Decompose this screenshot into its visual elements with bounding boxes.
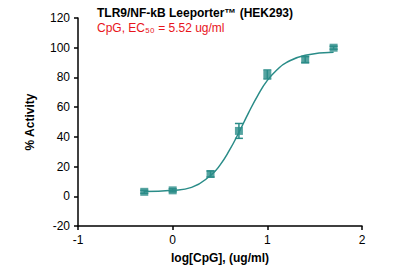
svg-text:80: 80 bbox=[57, 70, 71, 84]
svg-text:0: 0 bbox=[169, 233, 176, 247]
svg-text:20: 20 bbox=[57, 160, 71, 174]
svg-text:2: 2 bbox=[359, 233, 366, 247]
svg-text:0: 0 bbox=[63, 189, 70, 203]
svg-text:-1: -1 bbox=[73, 233, 84, 247]
svg-text:-20: -20 bbox=[53, 219, 71, 233]
svg-text:log[CpG], (ug/ml): log[CpG], (ug/ml) bbox=[171, 251, 269, 265]
svg-text:1: 1 bbox=[264, 233, 271, 247]
svg-text:120: 120 bbox=[50, 11, 70, 25]
svg-text:% Activity: % Activity bbox=[23, 93, 37, 150]
svg-text:100: 100 bbox=[50, 41, 70, 55]
svg-text:60: 60 bbox=[57, 100, 71, 114]
svg-text:40: 40 bbox=[57, 130, 71, 144]
svg-text:TLR9/NF-kB Leeporter™ (HEK293): TLR9/NF-kB Leeporter™ (HEK293) bbox=[97, 6, 293, 20]
svg-text:CpG, EC₅₀ = 5.52 ug/ml: CpG, EC₅₀ = 5.52 ug/ml bbox=[97, 21, 225, 35]
